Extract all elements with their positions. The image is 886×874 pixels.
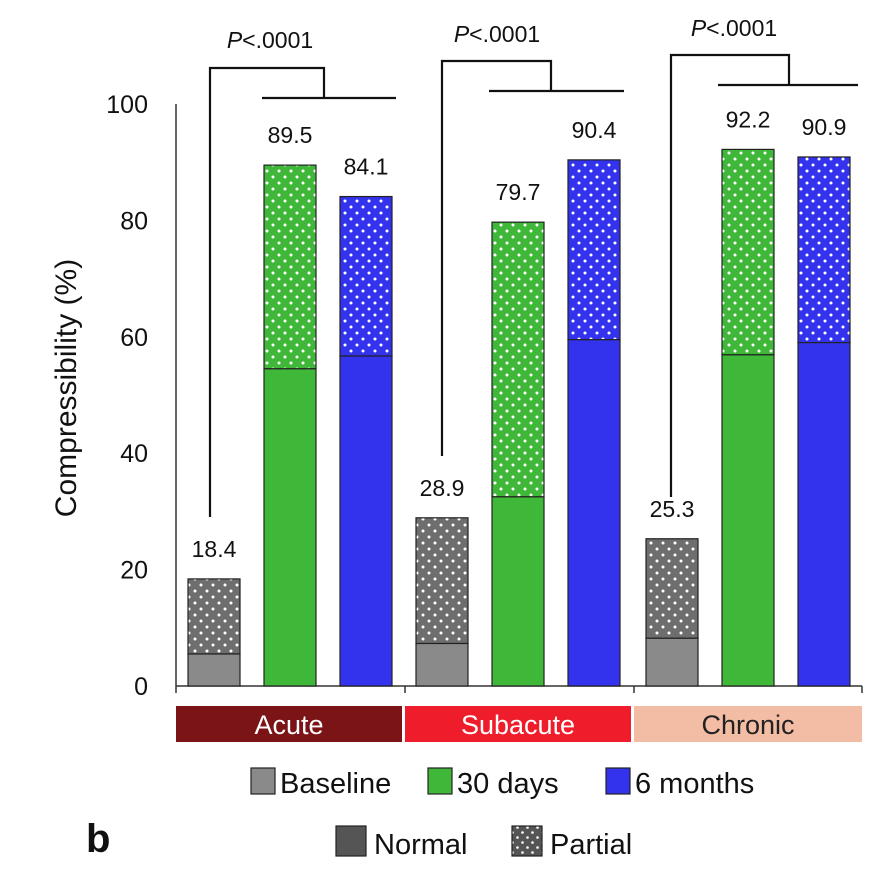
group-band-acute xyxy=(176,706,402,742)
bar-normal-chronic-0 xyxy=(645,637,699,687)
significance-bracket xyxy=(440,59,553,456)
significance-text: P<.0001 xyxy=(227,27,313,53)
panel-label: b xyxy=(86,817,110,861)
bar-partial-subacute-1 xyxy=(491,221,545,498)
legend-swatch-dotted xyxy=(511,825,543,857)
bar-normal-chronic-2 xyxy=(797,342,851,687)
y-tick-label: 80 xyxy=(120,207,148,235)
y-tick-label: 100 xyxy=(106,91,148,119)
legend-swatch-timepoint xyxy=(605,767,631,795)
y-tick-label: 20 xyxy=(120,557,148,585)
bar-partial-chronic-0 xyxy=(645,538,699,639)
bar-partial-acute-1 xyxy=(263,164,317,370)
significance-brackets: P<.0001 P<.0001 P<.0001 xyxy=(208,15,858,517)
bar-partial-chronic-2 xyxy=(797,156,851,344)
group-label: Chronic xyxy=(701,710,794,740)
group-band-subacute xyxy=(405,706,631,742)
significance-bracket xyxy=(208,66,326,517)
bar-normal-acute-2 xyxy=(339,355,393,687)
value-labels: 18.4 89.5 84.1 28.9 79.7 90.4 25.3 92.2 90.9 xyxy=(192,106,847,562)
significance-bracket xyxy=(669,53,791,497)
bar-partial-subacute-0 xyxy=(415,517,469,645)
group-band-chronic xyxy=(634,706,862,742)
bar-normal-acute-1 xyxy=(263,368,317,687)
legend-swatch-timepoint xyxy=(250,767,276,795)
bar-normal-acute-0 xyxy=(187,653,241,687)
group-bands: Acute Subacute Chronic xyxy=(176,706,862,742)
y-tick-label: 40 xyxy=(120,440,148,468)
legend-label: 30 days xyxy=(457,768,559,800)
bar-partial-subacute-2 xyxy=(567,159,621,341)
y-axis-label: Compressibility (%) xyxy=(50,259,83,517)
bar-normal-subacute-0 xyxy=(415,642,469,687)
legend-label: Normal xyxy=(374,829,467,861)
group-label: Acute xyxy=(254,710,323,740)
bar-partial-chronic-1 xyxy=(721,148,775,356)
legend-label: 6 months xyxy=(635,768,754,800)
bar-normal-chronic-1 xyxy=(721,354,775,687)
bar-normal-subacute-2 xyxy=(567,339,621,687)
legend-swatch-solid xyxy=(335,825,367,857)
legend-swatch-timepoint xyxy=(427,767,453,795)
legend-label: Partial xyxy=(550,829,632,861)
bar-value-label: 28.9 xyxy=(420,475,465,501)
bar-value-label: 90.9 xyxy=(802,114,847,140)
bar-value-label: 25.3 xyxy=(650,496,695,522)
bars xyxy=(187,148,851,687)
bar-value-label: 89.5 xyxy=(268,122,313,148)
significance-text: P<.0001 xyxy=(691,15,777,41)
bar-partial-acute-2 xyxy=(339,195,393,357)
bar-value-label: 84.1 xyxy=(344,154,389,180)
legend-label: Baseline xyxy=(280,768,391,800)
group-label: Subacute xyxy=(461,710,575,740)
y-tick-label: 0 xyxy=(134,673,148,701)
bar-value-label: 92.2 xyxy=(726,106,771,132)
legend: Baseline 30 days 6 months Normal Partial xyxy=(250,767,754,861)
bar-partial-acute-0 xyxy=(187,578,241,655)
y-tick-label: 60 xyxy=(120,324,148,352)
bar-value-label: 90.4 xyxy=(572,117,617,143)
bar-normal-subacute-1 xyxy=(491,496,545,687)
bar-value-label: 18.4 xyxy=(192,536,237,562)
bar-value-label: 79.7 xyxy=(496,179,541,205)
significance-text: P<.0001 xyxy=(454,21,540,47)
